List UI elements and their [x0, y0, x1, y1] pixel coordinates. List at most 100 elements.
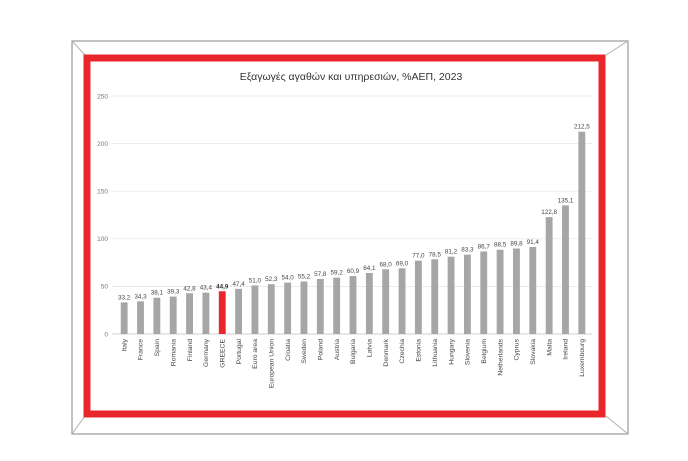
x-tick-label: Netherlands: [497, 338, 504, 375]
data-label: 86,7: [478, 243, 491, 250]
bar-estonia: [414, 260, 422, 334]
bar-greece: [218, 291, 226, 334]
bar-netherlands: [496, 249, 504, 334]
x-tick-label: France: [138, 339, 145, 360]
bevel-line-bl: [71, 415, 86, 435]
data-label: 55,2: [298, 273, 311, 280]
data-label: 64,1: [363, 265, 376, 272]
x-tick-label: Slovenia: [465, 339, 472, 365]
bar-cyprus: [513, 248, 520, 334]
y-tick-label: 100: [97, 236, 108, 243]
data-label: 42,8: [183, 285, 196, 292]
y-tick-label: 250: [97, 93, 108, 100]
x-tick-label: Cyprus: [514, 338, 521, 360]
x-tick-label: Bulgaria: [350, 339, 357, 364]
data-label: 91,4: [527, 239, 540, 246]
x-tick-label: Belgium: [481, 339, 488, 364]
bar-bulgaria: [349, 276, 357, 334]
bar-sweden: [300, 281, 308, 334]
bar-spain: [153, 297, 161, 334]
x-tick-label: Romania: [170, 339, 177, 366]
bar-hungary: [447, 256, 455, 334]
x-tick-label: Spain: [154, 339, 161, 357]
data-labels: 33,2 34,3 38,1 39,3 42,8 43,4 44,9 47,4 51,0 52,3…: [118, 124, 590, 302]
data-label: 135,1: [558, 197, 574, 204]
bar-ireland: [562, 205, 569, 334]
data-label: 52,3: [265, 276, 278, 283]
x-tick-label: Ireland: [563, 339, 570, 360]
data-label: 54,0: [281, 275, 294, 282]
bars: [120, 131, 586, 334]
data-label: 68,0: [380, 261, 393, 268]
bar-latvia: [365, 272, 373, 334]
data-label: 122,8: [541, 209, 557, 216]
y-tick-label: 150: [97, 189, 108, 196]
x-axis-labels: Italy France Spain Romania Finland Germany GRE…: [121, 338, 586, 388]
data-label: 77,0: [412, 253, 425, 260]
x-tick-label: Latvia: [367, 339, 374, 357]
y-axis: 0 50 100 150 200 250: [97, 93, 108, 338]
x-tick-label: Luxembourg: [579, 339, 586, 377]
data-label: 34,3: [134, 293, 147, 300]
y-tick-label: 200: [97, 141, 108, 148]
bar-belgium: [480, 251, 488, 334]
bar-romania: [169, 296, 177, 334]
data-label: 38,1: [151, 290, 164, 297]
data-label: 43,4: [200, 285, 213, 292]
x-tick-label: Finland: [187, 339, 194, 362]
y-tick-label: 50: [101, 284, 109, 291]
bar-lithuania: [431, 259, 439, 334]
data-label: 78,5: [429, 251, 442, 258]
data-label: 89,8: [510, 241, 523, 248]
data-label: 83,3: [461, 247, 474, 254]
data-label: 44,9: [216, 283, 229, 290]
x-tick-label: Croatia: [285, 339, 292, 361]
x-tick-label: Germany: [203, 338, 210, 367]
x-tick-label: Euro area: [252, 339, 259, 369]
x-tick-label: Austria: [334, 339, 341, 360]
bar-malta: [545, 217, 553, 334]
bar-poland: [316, 278, 324, 334]
bar-luxembourg: [578, 131, 586, 334]
bar-germany: [202, 292, 210, 334]
data-label: 33,2: [118, 294, 131, 301]
x-tick-label: Denmark: [383, 338, 390, 366]
data-label: 57,8: [314, 271, 327, 278]
bar-france: [137, 301, 144, 334]
x-tick-label: Italy: [121, 338, 128, 351]
bar-portugal: [235, 288, 243, 334]
x-tick-label: Lithuania: [432, 339, 439, 367]
data-label: 60,9: [347, 268, 360, 275]
data-label: 212,5: [574, 124, 590, 131]
data-label: 39,3: [167, 289, 180, 296]
x-tick-label: GREECE: [219, 339, 226, 368]
bevel-line-br: [605, 415, 629, 435]
data-label: 47,4: [232, 281, 245, 288]
x-tick-label: Czechia: [399, 339, 406, 364]
x-tick-label: Poland: [318, 339, 325, 360]
bar-denmark: [382, 269, 390, 334]
x-tick-label: Hungary: [448, 338, 455, 364]
data-label: 59,2: [331, 270, 344, 277]
data-label: 81,2: [445, 249, 458, 256]
bar-slovenia: [463, 254, 471, 334]
bar-euro-area: [251, 285, 259, 334]
red-border: [83, 54, 606, 418]
x-tick-label: Estonia: [416, 339, 423, 362]
bar-czechia: [398, 268, 406, 334]
bevel-line-tr: [605, 40, 629, 56]
data-label: 51,0: [249, 277, 262, 284]
bevel-line-tl: [71, 40, 86, 56]
bar-croatia: [284, 282, 292, 334]
x-tick-label: Slovakia: [530, 339, 537, 365]
x-tick-label: European Union: [268, 339, 275, 388]
bar-slovakia: [529, 246, 537, 334]
x-tick-label: Sweden: [301, 339, 308, 364]
data-label: 69,0: [396, 260, 409, 267]
bar-finland: [186, 293, 193, 334]
x-tick-label: Portugal: [236, 339, 243, 365]
bar-austria: [333, 277, 341, 334]
bar-european-union: [267, 284, 275, 334]
y-tick-label: 0: [104, 331, 108, 338]
